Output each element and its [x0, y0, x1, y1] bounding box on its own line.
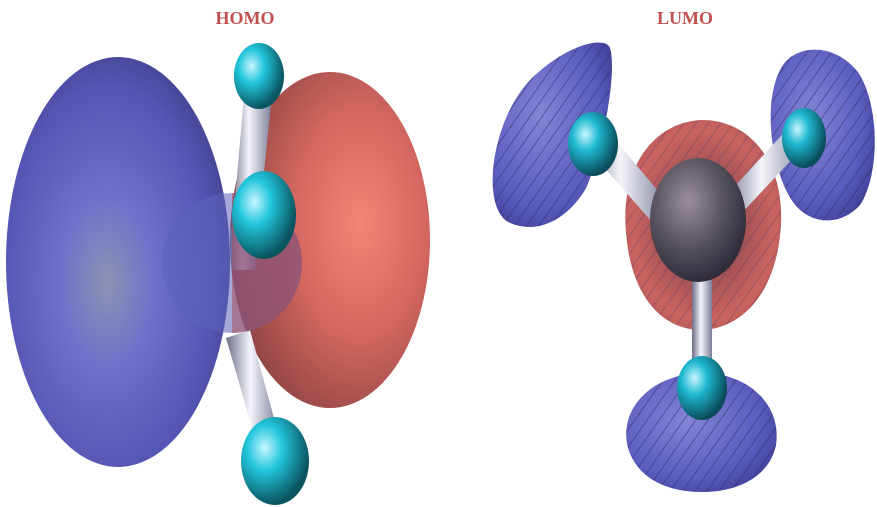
hydrogen-atom-middle [232, 171, 296, 259]
hydrogen-atom-bottom [241, 417, 309, 505]
central-carbon-atom [650, 158, 746, 282]
negative-lobe-bottom-hatch [626, 372, 777, 492]
lumo-panel: LUMO [440, 0, 877, 507]
hydrogen-atom-left [568, 112, 618, 176]
hydrogen-atom-bottom [677, 356, 727, 420]
homo-orbital-diagram [6, 43, 430, 505]
homo-title: HOMO [215, 8, 275, 28]
negative-lobe [6, 57, 230, 467]
hydrogen-atom-top [234, 43, 284, 109]
hydrogen-atom-right [782, 108, 826, 168]
homo-panel: HOMO [6, 8, 430, 505]
bond [692, 280, 712, 370]
negative-lobe-top-left-hatch [492, 42, 612, 227]
lumo-orbital-diagram [492, 42, 875, 492]
lumo-title: LUMO [657, 8, 713, 28]
positive-lobe [230, 72, 430, 408]
